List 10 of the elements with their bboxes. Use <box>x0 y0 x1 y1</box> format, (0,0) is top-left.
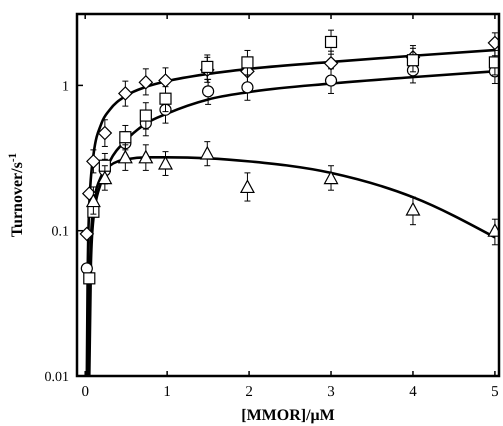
x-tick-label: 1 <box>163 384 171 400</box>
y-tick-label: 1 <box>62 79 69 94</box>
y-tick-label: 0.1 <box>52 224 69 240</box>
x-tick-label: 0 <box>81 384 89 400</box>
y-tick-label: 0.01 <box>44 370 69 385</box>
x-tick-label: 3 <box>327 384 335 400</box>
x-tick-label: 2 <box>245 384 253 400</box>
x-tick-label: 5 <box>491 384 499 400</box>
x-axis-title: [MMOR]/μM <box>241 407 335 424</box>
x-tick-label: 4 <box>409 384 418 400</box>
